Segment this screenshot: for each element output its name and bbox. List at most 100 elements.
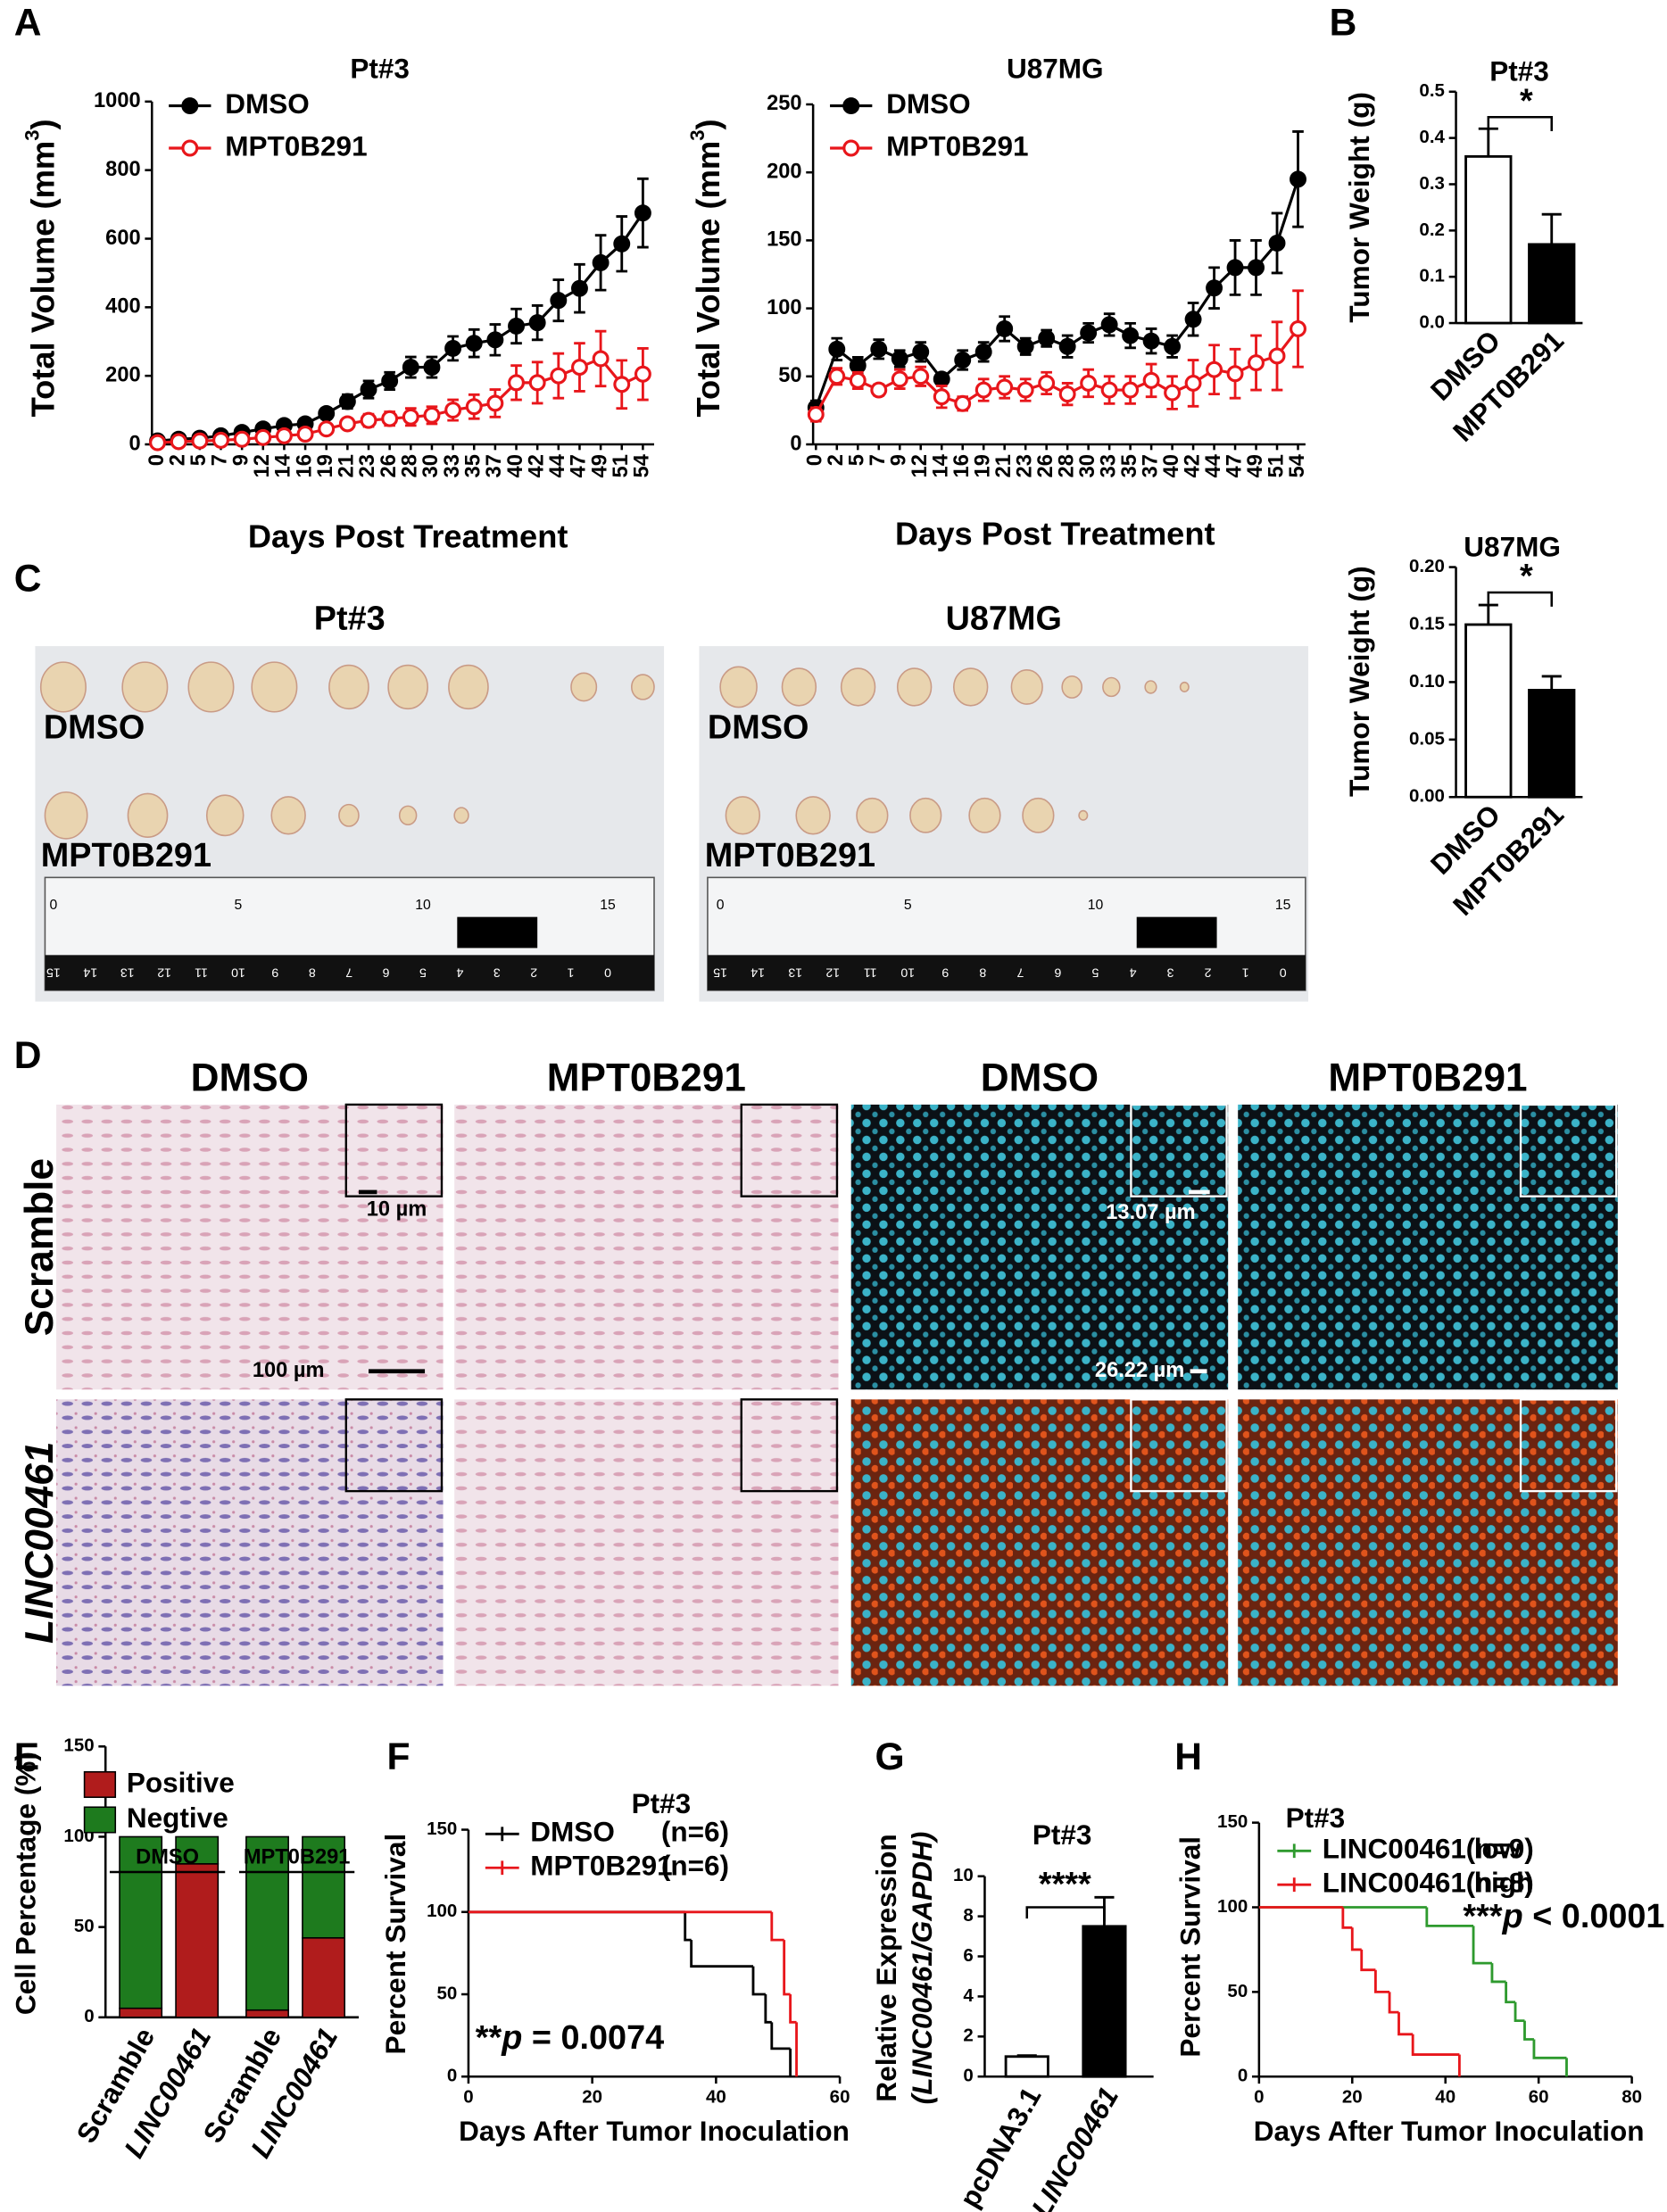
x-tick-label: 20 bbox=[582, 2086, 602, 2107]
y-tick-label: 100 bbox=[427, 1901, 457, 1921]
ruler-number: 12 bbox=[157, 965, 171, 980]
ruler-number: 15 bbox=[713, 965, 727, 980]
survival-step bbox=[1523, 2020, 1534, 2041]
y-axis-label: Tumor Weight (g) bbox=[1343, 92, 1375, 323]
marker bbox=[1058, 337, 1076, 355]
marker bbox=[996, 319, 1014, 337]
marker bbox=[508, 374, 525, 392]
marker bbox=[170, 433, 187, 451]
y-axis-label-text: Relative Expression bbox=[871, 1834, 903, 2101]
y-tick-label: 0.0 bbox=[1419, 311, 1444, 332]
ruler-number: 1 bbox=[1242, 965, 1249, 980]
y-tick-label: 600 bbox=[105, 227, 140, 250]
ruler-number: 4 bbox=[456, 965, 463, 980]
photo-row-label: DMSO bbox=[708, 708, 809, 746]
y-tick-label: 0.15 bbox=[1409, 613, 1445, 634]
marker bbox=[634, 365, 651, 383]
ruler-number: 7 bbox=[345, 965, 352, 980]
y-tick-label: 50 bbox=[437, 1983, 458, 2003]
marker bbox=[1184, 311, 1202, 328]
panel-label: A bbox=[14, 2, 42, 45]
x-tick-label: 60 bbox=[830, 2086, 850, 2107]
legend-marker bbox=[181, 139, 199, 157]
ruler-number: 5 bbox=[1091, 965, 1099, 980]
panel-label: H bbox=[1174, 1736, 1202, 1778]
tumor bbox=[795, 796, 831, 835]
marker bbox=[149, 434, 167, 452]
marker bbox=[508, 317, 525, 335]
ruler-number: 7 bbox=[1016, 965, 1024, 980]
legend-label: MPT0B291 bbox=[225, 129, 367, 162]
y-tick-label: 1000 bbox=[94, 89, 141, 112]
marker bbox=[318, 420, 336, 438]
x-tick-label: 80 bbox=[1621, 2086, 1642, 2107]
survival-step bbox=[1373, 1969, 1390, 1993]
ruler-number: 10 bbox=[900, 965, 915, 980]
x-tick-label: 33 bbox=[441, 454, 464, 477]
ruler-number: 9 bbox=[271, 965, 278, 980]
y-tick-label: 100 bbox=[1217, 1896, 1248, 1917]
survival-step bbox=[1514, 2001, 1525, 2023]
marker bbox=[870, 340, 888, 358]
tumor bbox=[1102, 676, 1121, 698]
tumor bbox=[328, 664, 369, 710]
marker bbox=[381, 410, 399, 427]
photo-title: U87MG bbox=[946, 601, 1062, 638]
marker bbox=[191, 432, 209, 450]
panel-label: F bbox=[387, 1736, 411, 1778]
marker bbox=[933, 370, 950, 388]
annotation-stars: ** bbox=[476, 2019, 502, 2057]
marker bbox=[1164, 337, 1182, 355]
x-tick-label: 30 bbox=[419, 454, 443, 477]
marker bbox=[465, 335, 483, 352]
marker bbox=[1058, 385, 1076, 403]
marker bbox=[571, 279, 588, 297]
x-tick-label: 0 bbox=[1254, 2086, 1264, 2107]
y-axis-label-sup: 3 bbox=[686, 129, 709, 140]
marker bbox=[1122, 381, 1140, 399]
bar-segment bbox=[245, 1835, 289, 2011]
redaction bbox=[457, 916, 538, 949]
significance-bracket bbox=[1025, 1906, 1106, 1922]
ruler-number: 14 bbox=[751, 965, 765, 980]
marker bbox=[592, 253, 610, 271]
legend-line bbox=[485, 1860, 519, 1876]
ruler-number: 15 bbox=[46, 965, 61, 980]
ruler-number: 3 bbox=[1166, 965, 1174, 980]
marker bbox=[1016, 381, 1034, 399]
y-tick-label: 50 bbox=[74, 1916, 95, 1936]
y-tick-label: 4 bbox=[963, 1985, 974, 2006]
marker bbox=[423, 359, 441, 377]
marker bbox=[1164, 384, 1182, 402]
marker bbox=[974, 343, 992, 360]
marker bbox=[1226, 259, 1244, 277]
ruler-number: 3 bbox=[493, 965, 501, 980]
photo-title: Pt#3 bbox=[314, 601, 386, 638]
marker bbox=[1122, 327, 1140, 344]
bar-segment bbox=[119, 2007, 163, 2018]
y-tick-label: 100 bbox=[767, 296, 801, 319]
significance-bracket bbox=[1487, 591, 1553, 607]
chart-title: Pt#3 bbox=[632, 1787, 692, 1819]
x-axis-label: Days Post Treatment bbox=[248, 518, 568, 554]
marker bbox=[634, 204, 651, 222]
annotation: ***p < 0.0001 bbox=[1463, 1898, 1664, 1935]
x-tick-label: 9 bbox=[229, 454, 253, 466]
marker bbox=[954, 394, 972, 412]
ruler-number: 13 bbox=[120, 965, 135, 980]
x-tick-label: 35 bbox=[1118, 454, 1141, 477]
tumor bbox=[387, 664, 429, 710]
tumor bbox=[270, 796, 306, 835]
marker bbox=[381, 372, 399, 390]
x-tick-label: 12 bbox=[908, 454, 932, 477]
x-tick-label: 26 bbox=[377, 454, 401, 477]
survival-step bbox=[770, 1911, 784, 1942]
bar-segment bbox=[302, 1835, 345, 1939]
ruler-strip bbox=[45, 955, 655, 990]
y-tick-label: 2 bbox=[963, 2026, 973, 2046]
marker bbox=[807, 405, 825, 423]
significance: **** bbox=[1039, 1866, 1091, 1903]
marker bbox=[1248, 354, 1265, 372]
survival-step bbox=[751, 1966, 766, 1996]
tumor bbox=[631, 674, 655, 700]
